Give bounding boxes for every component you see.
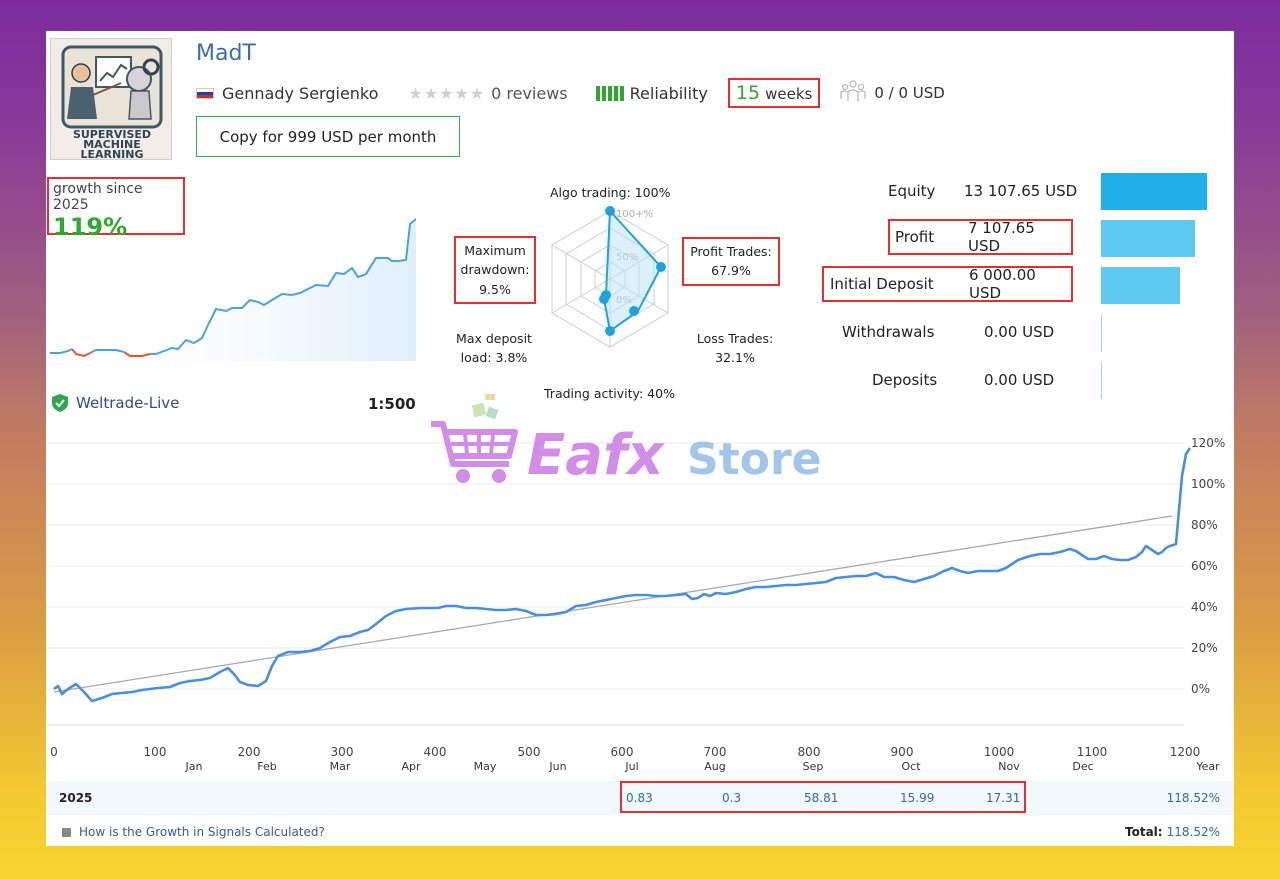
svg-text:Store: Store: [687, 434, 822, 485]
svg-text:Jul: Jul: [624, 760, 638, 773]
svg-text:1100: 1100: [1077, 745, 1108, 759]
reliability-bars-icon: [595, 85, 624, 101]
author-name[interactable]: Gennady Sergienko: [222, 83, 379, 103]
profit-bar: [1101, 220, 1195, 257]
svg-text:Aug: Aug: [704, 760, 725, 773]
equity-bar: [1101, 173, 1207, 210]
svg-text:120%: 120%: [1191, 436, 1225, 450]
svg-text:40%: 40%: [1191, 600, 1218, 614]
svg-text:May: May: [474, 760, 497, 773]
stat-profit: Profit 7 107.65 USD: [888, 219, 1073, 255]
rating-stars-icon: ★★★★★: [408, 83, 486, 103]
signal-avatar: SUPERVISED MACHINE LEARNING: [50, 38, 172, 161]
svg-text:800: 800: [798, 745, 821, 759]
signal-card: SUPERVISED MACHINE LEARNING MadT Gennady…: [46, 31, 1234, 846]
subscribers-count: 0 / 0 USD: [874, 84, 945, 102]
help-icon: [62, 827, 71, 837]
svg-text:0: 0: [50, 745, 58, 759]
growth-chart[interactable]: 120% 100% 80% 60% 40% 20% 0% 0 100 200 3…: [46, 436, 1234, 766]
svg-text:700: 700: [704, 745, 727, 759]
subscribers-icon: [840, 79, 866, 107]
radar-chart: 100+% 50% 0% Algo trading: 100% Profit T…: [446, 181, 806, 416]
avatar-caption-line1: SUPERVISED: [73, 128, 151, 141]
verified-shield-icon: [52, 394, 68, 412]
svg-text:Feb: Feb: [257, 760, 276, 773]
svg-text:Jan: Jan: [185, 760, 203, 773]
svg-text:60%: 60%: [1191, 559, 1218, 573]
growth-summary: growth since 2025 119%: [47, 177, 185, 241]
highlight-box: [620, 781, 1026, 813]
svg-text:Year: Year: [1195, 760, 1220, 773]
signal-title[interactable]: MadT: [196, 41, 256, 66]
radar-max-deposit-load: Max deposit load: 3.8%: [456, 331, 532, 366]
year-total-value: 118.52%: [1166, 791, 1220, 805]
weeks-badge: 15 weeks: [727, 78, 821, 108]
year-growth-row: 2025 0.83 0.3 58.81 15.99 17.31 118.52%: [46, 781, 1234, 815]
svg-text:80%: 80%: [1191, 518, 1218, 532]
month-oct-value: 15.99: [900, 791, 935, 805]
svg-text:20%: 20%: [1191, 641, 1218, 655]
svg-text:1200: 1200: [1170, 745, 1201, 759]
initial-deposit-bar: [1101, 267, 1180, 304]
month-jul-value: 0.83: [626, 791, 653, 805]
signal-meta-row: Gennady Sergienko ★★★★★ 0 reviews Reliab…: [196, 78, 945, 108]
broker-name: Weltrade-Live: [76, 394, 180, 412]
svg-text:Eafx: Eafx: [527, 423, 665, 488]
radar-trading-activity: Trading activity: 40%: [544, 386, 675, 401]
svg-text:100+%: 100+%: [616, 209, 653, 220]
deposits-bar: [1101, 362, 1102, 399]
svg-text:200: 200: [238, 745, 261, 759]
weeks-label: weeks: [765, 85, 813, 103]
growth-help-link[interactable]: How is the Growth in Signals Calculated?: [62, 825, 325, 839]
radar-profit-trades: Profit Trades: 67.9%: [682, 237, 780, 286]
copy-signal-button[interactable]: Copy for 999 USD per month: [196, 116, 460, 157]
month-sep-value: 58.81: [804, 791, 839, 805]
svg-text:Jun: Jun: [548, 760, 566, 773]
svg-text:100: 100: [144, 745, 167, 759]
weeks-value: 15: [735, 82, 760, 104]
broker-server[interactable]: Weltrade-Live: [52, 394, 179, 412]
month-aug-value: 0.3: [722, 791, 742, 805]
svg-text:600: 600: [611, 745, 634, 759]
svg-text:Mar: Mar: [330, 760, 351, 773]
svg-text:100%: 100%: [1191, 477, 1225, 491]
svg-text:Apr: Apr: [401, 760, 421, 773]
account-stats: Equity 13 107.65 USD Profit 7 107.65 USD…: [46, 31, 1234, 431]
svg-text:LEARNING: LEARNING: [80, 148, 143, 161]
russia-flag-icon: [196, 87, 214, 99]
svg-text:Dec: Dec: [1072, 760, 1093, 773]
svg-text:MACHINE: MACHINE: [83, 138, 141, 151]
svg-text:Oct: Oct: [901, 760, 921, 773]
svg-text:Nov: Nov: [998, 760, 1020, 773]
mini-growth-chart[interactable]: [46, 201, 416, 361]
svg-text:0%: 0%: [1191, 682, 1210, 696]
svg-text:400: 400: [424, 745, 447, 759]
reviews-count[interactable]: 0 reviews: [491, 83, 568, 103]
svg-text:900: 900: [891, 745, 914, 759]
avatar-illustration-icon: SUPERVISED MACHINE LEARNING: [61, 45, 163, 161]
radar-algo-trading: Algo trading: 100%: [550, 185, 671, 200]
svg-text:300: 300: [331, 745, 354, 759]
total-growth: Total: 118.52%: [1125, 825, 1220, 839]
radar-max-drawdown: Maximum drawdown: 9.5%: [454, 236, 536, 305]
year-label: 2025: [59, 791, 93, 805]
growth-value: 119%: [53, 213, 128, 241]
withdrawals-bar: [1101, 315, 1102, 352]
stat-initial-deposit: Initial Deposit 6 000.00 USD: [822, 266, 1073, 302]
radar-loss-trades: Loss Trades: 32.1%: [696, 331, 774, 366]
svg-text:500: 500: [518, 745, 541, 759]
svg-text:1000: 1000: [984, 745, 1015, 759]
month-nov-value: 17.31: [986, 791, 1021, 805]
growth-label: growth since 2025: [53, 181, 143, 213]
month-axis: Jan Feb Mar Apr May Jun Jul Aug Sep Oct …: [185, 760, 1221, 773]
eafx-store-watermark: Eafx Store: [429, 390, 849, 494]
leverage-value: 1:500: [368, 395, 416, 413]
reliability-label: Reliability: [629, 83, 708, 103]
svg-text:Sep: Sep: [803, 760, 824, 773]
